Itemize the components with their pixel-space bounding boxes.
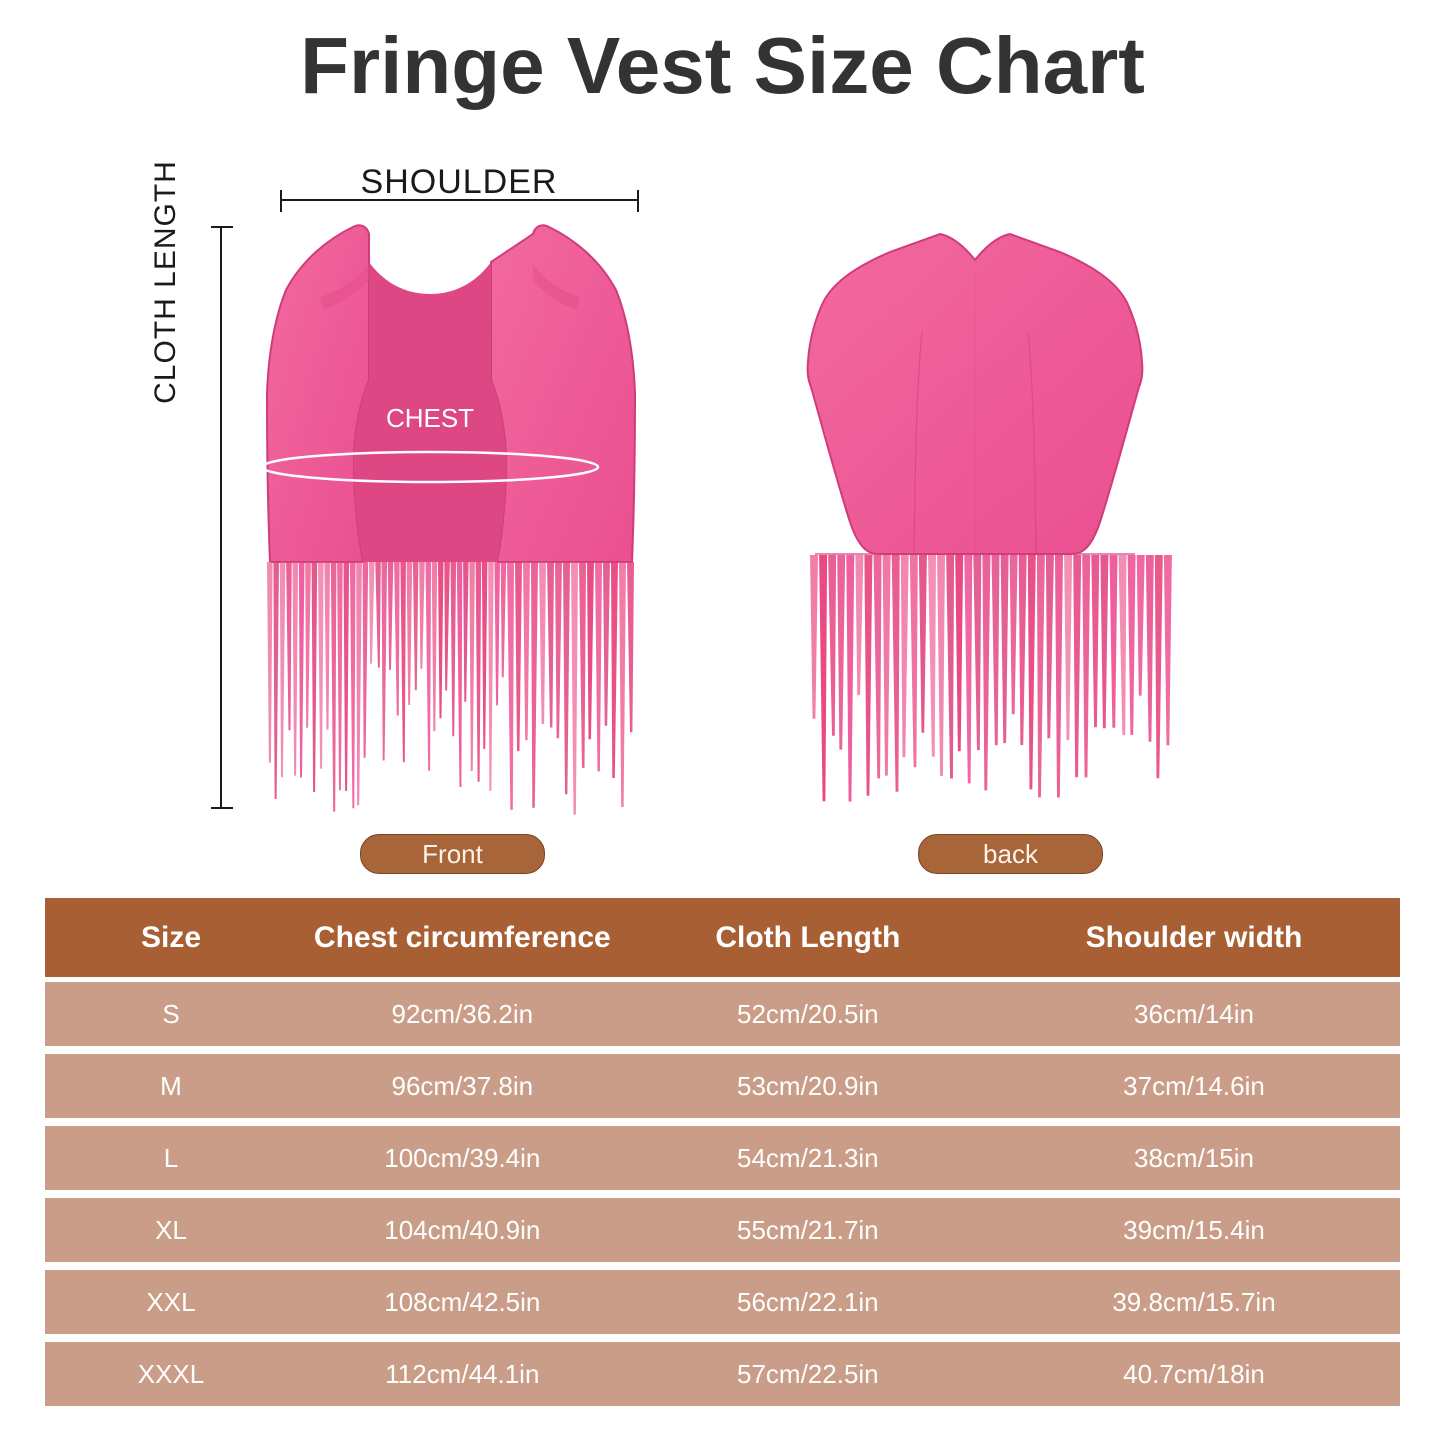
svg-text:CHEST: CHEST <box>386 403 474 433</box>
